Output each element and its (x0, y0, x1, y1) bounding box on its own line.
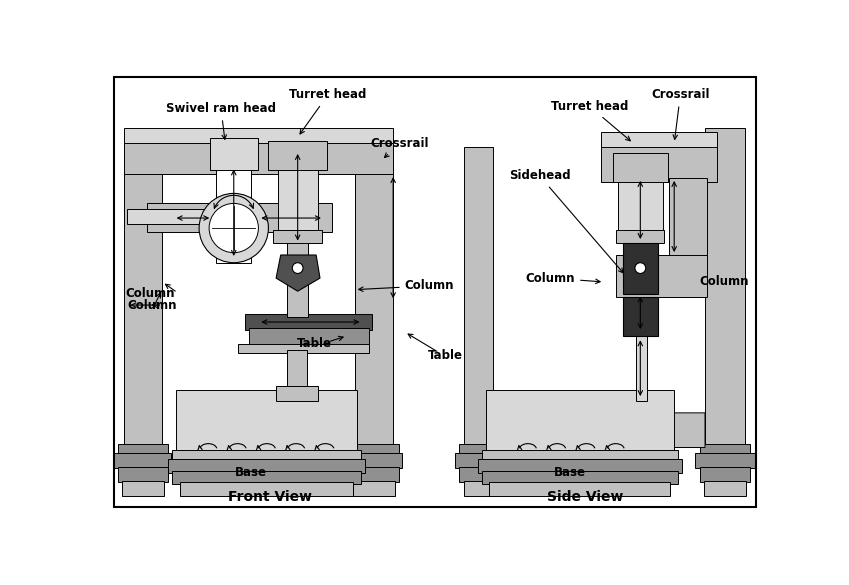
Bar (613, 153, 668, 182)
Bar (705, 128, 745, 448)
Bar (268, 141, 327, 170)
Bar (355, 147, 393, 448)
Circle shape (635, 263, 646, 273)
Polygon shape (276, 255, 320, 291)
Bar (700, 445, 751, 455)
Bar (168, 459, 365, 473)
Bar (287, 350, 306, 388)
Text: Table: Table (428, 349, 463, 362)
Polygon shape (647, 413, 705, 448)
Bar (618, 180, 663, 232)
Circle shape (209, 204, 258, 253)
Bar (695, 453, 755, 468)
Text: Crossrail: Crossrail (370, 137, 429, 157)
Bar (459, 445, 498, 455)
Bar (115, 453, 171, 468)
Circle shape (200, 194, 268, 263)
Bar (616, 229, 664, 243)
Bar (210, 138, 257, 170)
Bar (147, 202, 332, 232)
Text: Base: Base (234, 466, 267, 480)
Text: Column: Column (700, 276, 749, 288)
Bar (616, 255, 707, 297)
Text: Column: Column (358, 279, 454, 292)
Text: Swivel ram head: Swivel ram head (166, 102, 276, 139)
Bar (276, 386, 318, 401)
Bar (124, 139, 393, 174)
Bar (601, 143, 717, 182)
Text: Column: Column (125, 287, 175, 300)
Bar (353, 481, 395, 496)
Bar (349, 445, 398, 455)
Text: Sidehead: Sidehead (509, 169, 623, 273)
Bar (216, 143, 251, 263)
Bar (176, 390, 357, 453)
Bar (622, 297, 658, 336)
Text: Side View: Side View (548, 490, 624, 504)
Bar (459, 467, 498, 482)
Bar (349, 467, 398, 482)
Bar (455, 453, 503, 468)
Bar (464, 147, 493, 448)
Bar (172, 472, 361, 484)
Bar (700, 467, 751, 482)
Bar (622, 243, 658, 294)
Bar (637, 332, 647, 401)
Bar (273, 229, 323, 243)
Text: Base: Base (554, 466, 587, 480)
Bar (489, 482, 671, 496)
Bar (124, 147, 162, 448)
Bar (481, 472, 678, 484)
Bar (124, 128, 393, 143)
Bar (486, 390, 674, 453)
Text: Turret head: Turret head (290, 88, 367, 134)
Text: Crossrail: Crossrail (651, 88, 710, 139)
Bar (249, 328, 368, 345)
Bar (238, 343, 368, 353)
Bar (704, 481, 745, 496)
Text: Column: Column (526, 271, 600, 284)
Text: Front View: Front View (228, 490, 312, 504)
Bar (172, 450, 361, 460)
Circle shape (292, 263, 303, 273)
Text: Column: Column (127, 298, 177, 312)
Bar (601, 132, 717, 147)
Text: Turret head: Turret head (551, 100, 630, 141)
Bar (122, 481, 164, 496)
Bar (464, 481, 493, 496)
Bar (127, 209, 220, 224)
Bar (478, 459, 682, 473)
Bar (245, 314, 373, 330)
Bar (481, 450, 678, 460)
Bar (346, 453, 402, 468)
Bar (118, 445, 167, 455)
Bar (287, 168, 308, 316)
Bar (669, 178, 707, 259)
Bar (278, 147, 318, 232)
Text: Table: Table (297, 337, 332, 350)
Bar (118, 467, 167, 482)
Bar (180, 482, 353, 496)
